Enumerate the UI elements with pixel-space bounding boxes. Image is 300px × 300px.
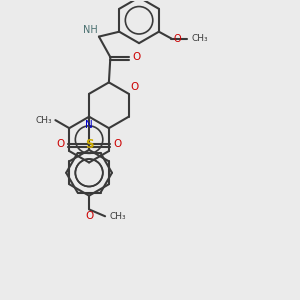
Text: O: O xyxy=(85,211,93,221)
Text: CH₃: CH₃ xyxy=(110,212,127,221)
Text: O: O xyxy=(132,52,140,62)
Text: O: O xyxy=(57,139,65,149)
Text: CH₃: CH₃ xyxy=(35,116,52,124)
Text: S: S xyxy=(85,138,93,151)
Text: CH₃: CH₃ xyxy=(191,34,208,43)
Text: N: N xyxy=(85,120,93,130)
Text: O: O xyxy=(173,34,181,44)
Text: O: O xyxy=(131,82,139,92)
Text: NH: NH xyxy=(83,25,98,35)
Text: O: O xyxy=(113,139,122,149)
